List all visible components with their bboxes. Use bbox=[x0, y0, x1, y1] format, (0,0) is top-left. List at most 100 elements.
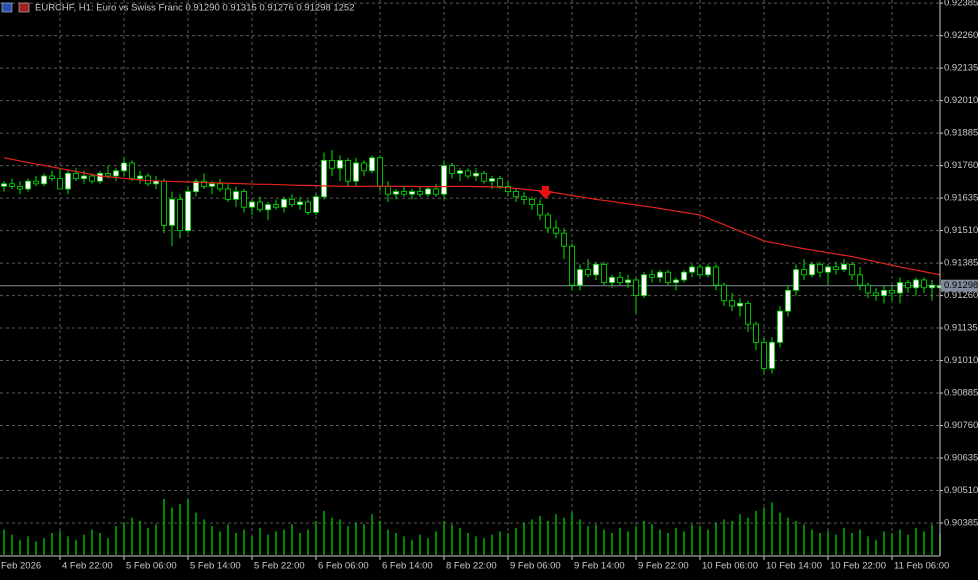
volume-bar bbox=[899, 529, 901, 555]
candle-body bbox=[473, 172, 479, 177]
volume-bar bbox=[131, 517, 133, 555]
volume-bar bbox=[931, 524, 933, 555]
candle-body bbox=[481, 172, 487, 182]
volume-bar bbox=[443, 521, 445, 555]
candle-body bbox=[689, 266, 695, 273]
volume-bar bbox=[675, 527, 677, 555]
volume-bar bbox=[291, 524, 293, 555]
volume-bar bbox=[227, 524, 229, 555]
candle-body bbox=[281, 198, 287, 208]
candle-body bbox=[881, 289, 887, 296]
volume-bar bbox=[507, 532, 509, 555]
x-tick-label: 10 Feb 06:00 bbox=[702, 561, 758, 572]
volume-bar bbox=[859, 529, 861, 555]
candle-body bbox=[625, 279, 631, 283]
candle-body bbox=[353, 162, 359, 182]
volume-bar bbox=[19, 539, 21, 555]
volume-bar bbox=[275, 531, 277, 555]
volume-bar bbox=[387, 529, 389, 555]
x-tick-label: 4 Feb 22:00 bbox=[62, 561, 113, 572]
volume-bar bbox=[107, 538, 109, 555]
candle-body bbox=[233, 191, 239, 200]
candle-body bbox=[513, 191, 519, 198]
candle-body bbox=[185, 191, 191, 231]
candle-body bbox=[769, 341, 775, 369]
volume-bar bbox=[411, 539, 413, 555]
candle-body bbox=[89, 175, 95, 182]
price-pane bbox=[0, 149, 943, 374]
volume-bar bbox=[755, 510, 757, 555]
volume-bar bbox=[339, 519, 341, 555]
candle-body bbox=[321, 159, 327, 198]
volume-bar bbox=[715, 522, 717, 555]
candle-body bbox=[505, 185, 511, 192]
volume-bar bbox=[163, 499, 165, 555]
candle-body bbox=[17, 185, 23, 190]
volume-bar bbox=[219, 531, 221, 555]
x-tick-label: 8 Feb 22:00 bbox=[446, 561, 497, 572]
candle-body bbox=[545, 214, 551, 229]
candle-body bbox=[809, 263, 815, 276]
candle-body bbox=[81, 175, 87, 179]
y-tick-label: 0.91760 bbox=[944, 160, 978, 171]
y-tick-label: 0.91135 bbox=[944, 323, 978, 334]
volume-bar bbox=[299, 532, 301, 555]
volume-bar bbox=[259, 527, 261, 555]
volume-bar bbox=[251, 536, 253, 555]
volume-bar bbox=[99, 532, 101, 555]
candle-body bbox=[265, 204, 271, 211]
candle-body bbox=[169, 198, 175, 226]
x-tick-label: 9 Feb 14:00 bbox=[574, 561, 625, 572]
volume-bar bbox=[491, 534, 493, 555]
candle-body bbox=[385, 185, 391, 195]
candle-body bbox=[289, 198, 295, 205]
candle-body bbox=[49, 175, 55, 179]
candle-body bbox=[785, 289, 791, 312]
volume-bar bbox=[11, 534, 13, 555]
candle-body bbox=[161, 180, 167, 226]
volume-bar bbox=[835, 534, 837, 555]
volume-bar bbox=[67, 536, 69, 555]
volume-bar bbox=[915, 527, 917, 555]
candle-body bbox=[33, 180, 39, 185]
volume-bar bbox=[395, 532, 397, 555]
candle-body bbox=[1, 183, 7, 187]
y-tick-label: 0.91010 bbox=[944, 355, 978, 366]
sell-arrow bbox=[538, 186, 553, 199]
volume-bar bbox=[211, 526, 213, 555]
volume-bar bbox=[83, 534, 85, 555]
volume-bar bbox=[739, 514, 741, 555]
candle-body bbox=[249, 201, 255, 208]
volume-pane bbox=[3, 499, 941, 555]
candle-body bbox=[833, 266, 839, 270]
volume-bar bbox=[51, 532, 53, 555]
volume-bar bbox=[115, 526, 117, 555]
y-tick-label: 0.91510 bbox=[944, 225, 978, 236]
x-tick-label: 9 Feb 22:00 bbox=[638, 561, 689, 572]
volume-bar bbox=[171, 507, 173, 555]
volume-bar bbox=[307, 529, 309, 555]
candle-body bbox=[209, 183, 215, 187]
candle-body bbox=[449, 165, 455, 174]
candle-body bbox=[57, 178, 63, 190]
volume-bar bbox=[27, 536, 29, 555]
moving-average bbox=[3, 157, 941, 276]
candle-body bbox=[433, 188, 439, 195]
candle-body bbox=[9, 183, 15, 187]
x-tick-label: 10 Feb 14:00 bbox=[766, 561, 822, 572]
volume-bar bbox=[475, 536, 477, 555]
volume-bar bbox=[587, 526, 589, 555]
volume-bar bbox=[811, 529, 813, 555]
candle-body bbox=[873, 292, 879, 296]
volume-bar bbox=[515, 527, 517, 555]
candle-body bbox=[273, 204, 279, 208]
volume-bar bbox=[267, 534, 269, 555]
volume-bar bbox=[531, 519, 533, 555]
volume-bar bbox=[683, 531, 685, 555]
volume-bar bbox=[203, 519, 205, 555]
volume-bar bbox=[323, 510, 325, 555]
volume-bar bbox=[331, 517, 333, 555]
candle-body bbox=[561, 232, 567, 247]
